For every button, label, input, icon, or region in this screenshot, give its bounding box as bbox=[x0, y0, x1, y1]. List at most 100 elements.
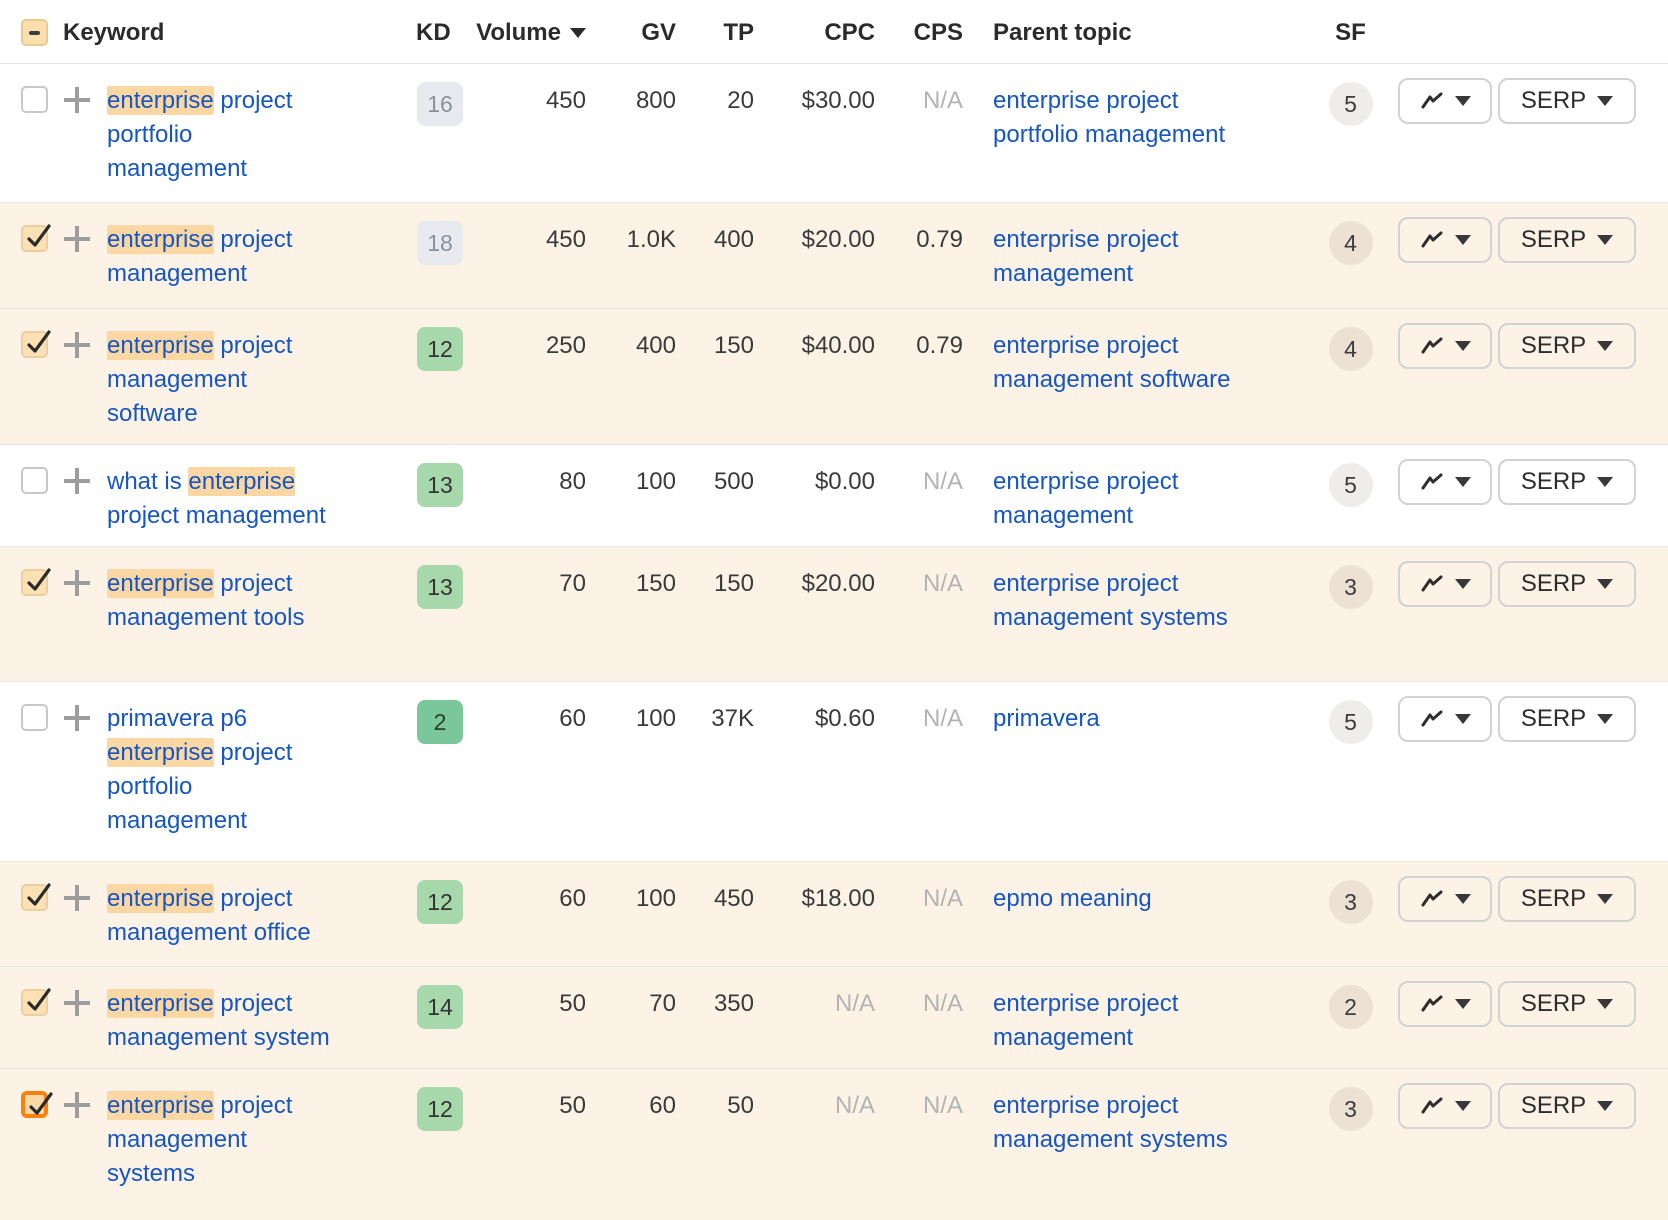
gv-value: 800 bbox=[635, 87, 676, 114]
keyword-link[interactable]: what is enterprise project management bbox=[107, 465, 333, 533]
cps-value: N/A bbox=[922, 468, 963, 495]
row-checkbox[interactable] bbox=[21, 568, 51, 596]
tp-value: 400 bbox=[713, 226, 754, 253]
add-keyword-icon[interactable] bbox=[64, 468, 90, 494]
serp-button[interactable]: SERP bbox=[1498, 876, 1636, 922]
keyword-highlight: enterprise bbox=[188, 467, 296, 496]
column-header-cpc[interactable]: CPC bbox=[824, 18, 875, 46]
serp-button[interactable]: SERP bbox=[1498, 981, 1636, 1027]
keyword-link[interactable]: enterprise project management bbox=[107, 223, 333, 291]
table-row: enterprise project management office 12 … bbox=[0, 861, 1668, 966]
serp-button[interactable]: SERP bbox=[1498, 78, 1636, 124]
keyword-link[interactable]: enterprise project management software bbox=[107, 329, 333, 431]
trend-chart-button[interactable] bbox=[1398, 561, 1492, 607]
cps-value: N/A bbox=[922, 990, 963, 1017]
serp-button[interactable]: SERP bbox=[1498, 217, 1636, 263]
add-keyword-icon[interactable] bbox=[64, 226, 90, 252]
parent-topic-link[interactable]: enterprise project management bbox=[993, 990, 1179, 1051]
add-keyword-icon[interactable] bbox=[64, 570, 90, 596]
select-all-checkbox[interactable] bbox=[21, 19, 48, 46]
sf-badge: 3 bbox=[1328, 880, 1373, 924]
keyword-link[interactable]: enterprise project management tools bbox=[107, 567, 333, 635]
column-header-tp[interactable]: TP bbox=[723, 18, 754, 46]
trend-chart-button[interactable] bbox=[1398, 323, 1492, 369]
chevron-down-icon bbox=[1597, 96, 1614, 106]
parent-topic-link[interactable]: enterprise project management systems bbox=[993, 570, 1228, 631]
keyword-link[interactable]: primavera p6 enterprise project portfoli… bbox=[107, 702, 333, 838]
parent-topic-link[interactable]: primavera bbox=[993, 705, 1100, 732]
row-checkbox[interactable] bbox=[21, 224, 51, 252]
keyword-prefix: primavera p6 bbox=[107, 705, 248, 732]
chevron-down-icon bbox=[1454, 1101, 1471, 1111]
gv-value: 100 bbox=[635, 705, 676, 732]
keyword-link[interactable]: enterprise project management office bbox=[107, 882, 333, 950]
sf-badge: 5 bbox=[1328, 463, 1373, 507]
parent-topic-link[interactable]: epmo meaning bbox=[993, 885, 1152, 912]
add-keyword-icon[interactable] bbox=[64, 705, 90, 731]
row-checkbox[interactable] bbox=[21, 330, 51, 358]
table-row: enterprise project management system 14 … bbox=[0, 966, 1668, 1068]
parent-topic-link[interactable]: enterprise project portfolio management bbox=[993, 87, 1226, 148]
trend-chart-button[interactable] bbox=[1398, 1083, 1492, 1129]
row-checkbox[interactable] bbox=[21, 704, 48, 731]
add-keyword-icon[interactable] bbox=[64, 885, 90, 911]
kd-badge: 18 bbox=[417, 221, 463, 265]
parent-topic-link[interactable]: enterprise project management software bbox=[993, 332, 1231, 393]
chevron-down-icon bbox=[1597, 894, 1614, 904]
row-checkbox[interactable] bbox=[21, 883, 51, 911]
chevron-down-icon bbox=[1597, 477, 1614, 487]
keyword-suffix: project management systems bbox=[107, 1092, 293, 1187]
tp-value: 350 bbox=[713, 990, 754, 1017]
add-keyword-icon[interactable] bbox=[64, 1092, 90, 1118]
trend-chart-button[interactable] bbox=[1398, 459, 1492, 505]
column-header-volume[interactable]: Volume bbox=[462, 19, 586, 47]
gv-value: 100 bbox=[635, 885, 676, 912]
column-header-gv[interactable]: GV bbox=[641, 18, 676, 46]
column-header-kd[interactable]: KD bbox=[416, 18, 451, 46]
column-header-sf[interactable]: SF bbox=[1335, 18, 1366, 46]
cps-value: 0.79 bbox=[916, 332, 963, 359]
keyword-link[interactable]: enterprise project management systems bbox=[107, 1089, 333, 1191]
chevron-down-icon bbox=[1454, 579, 1471, 589]
keyword-highlight: enterprise bbox=[107, 738, 214, 767]
add-keyword-icon[interactable] bbox=[64, 332, 90, 358]
parent-topic-link[interactable]: enterprise project management bbox=[993, 226, 1179, 287]
trend-chart-button[interactable] bbox=[1398, 78, 1492, 124]
trend-chart-button[interactable] bbox=[1398, 876, 1492, 922]
column-header-cps[interactable]: CPS bbox=[913, 18, 963, 46]
trend-line-icon bbox=[1421, 890, 1442, 907]
row-checkbox[interactable] bbox=[21, 988, 51, 1016]
checkmark-icon bbox=[27, 330, 51, 353]
row-checkbox[interactable] bbox=[21, 86, 48, 113]
column-header-parent-topic[interactable]: Parent topic bbox=[993, 18, 1132, 46]
add-keyword-icon[interactable] bbox=[64, 990, 90, 1016]
serp-button[interactable]: SERP bbox=[1498, 1083, 1636, 1129]
sf-badge: 2 bbox=[1328, 985, 1373, 1029]
keyword-highlight: enterprise bbox=[107, 884, 214, 913]
table-row: enterprise project portfolio management … bbox=[0, 64, 1668, 202]
trend-line-icon bbox=[1421, 1097, 1442, 1114]
sort-desc-icon bbox=[570, 28, 586, 39]
trend-chart-button[interactable] bbox=[1398, 217, 1492, 263]
keyword-link[interactable]: enterprise project portfolio management bbox=[107, 84, 333, 186]
trend-chart-button[interactable] bbox=[1398, 981, 1492, 1027]
kd-badge: 16 bbox=[417, 82, 463, 126]
add-keyword-icon[interactable] bbox=[64, 87, 90, 113]
column-header-keyword[interactable]: Keyword bbox=[63, 18, 165, 46]
chevron-down-icon bbox=[1454, 714, 1471, 724]
cps-value: N/A bbox=[922, 705, 963, 732]
row-checkbox[interactable] bbox=[21, 1091, 53, 1118]
serp-button[interactable]: SERP bbox=[1498, 323, 1636, 369]
serp-button[interactable]: SERP bbox=[1498, 696, 1636, 742]
parent-topic-link[interactable]: enterprise project management systems bbox=[993, 1092, 1228, 1153]
parent-topic-link[interactable]: enterprise project management bbox=[993, 468, 1179, 529]
row-checkbox[interactable] bbox=[21, 467, 48, 494]
keyword-highlight: enterprise bbox=[107, 569, 214, 598]
keyword-link[interactable]: enterprise project management system bbox=[107, 987, 333, 1055]
serp-button[interactable]: SERP bbox=[1498, 561, 1636, 607]
tp-value: 37K bbox=[711, 705, 754, 732]
keyword-suffix: project management tools bbox=[107, 570, 305, 631]
trend-chart-button[interactable] bbox=[1398, 696, 1492, 742]
serp-button[interactable]: SERP bbox=[1498, 459, 1636, 505]
trend-line-icon bbox=[1421, 995, 1442, 1012]
